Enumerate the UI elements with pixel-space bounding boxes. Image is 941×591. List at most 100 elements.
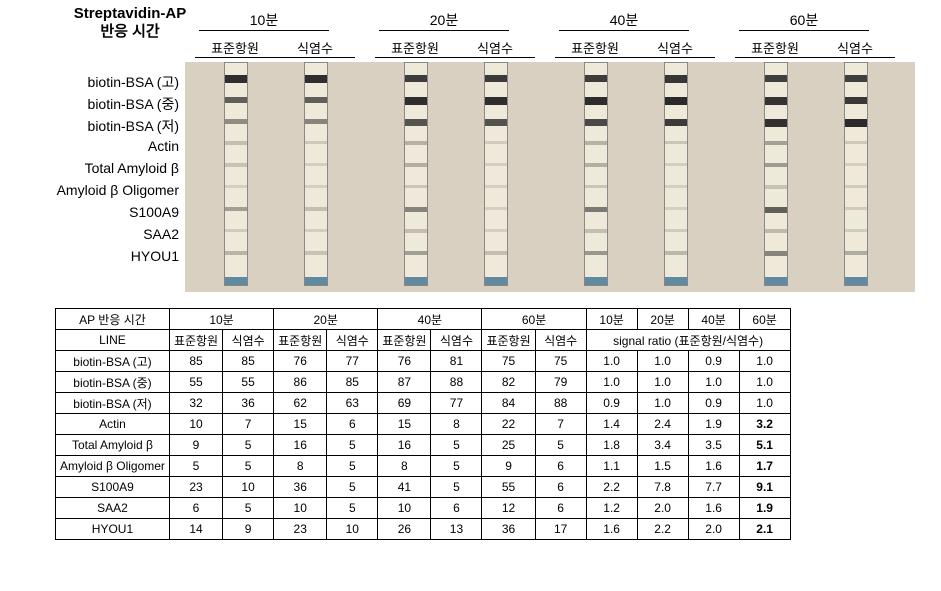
- strip-footer-3: [485, 277, 507, 285]
- band-2-0: [405, 75, 427, 82]
- band-4-4: [585, 163, 607, 167]
- band-4-6: [585, 207, 607, 212]
- band-4-2: [585, 119, 607, 126]
- ratio-0-3: 1.0: [739, 351, 790, 372]
- th-ratio-time-0: 10분: [586, 309, 637, 330]
- ratio-2-3: 1.0: [739, 393, 790, 414]
- row-name-5: Amyloid β Oligomer: [56, 456, 170, 477]
- cell-7-0: 6: [169, 498, 222, 519]
- band-6-0: [765, 75, 787, 82]
- cell-4-0: 9: [169, 435, 222, 456]
- band-7-3: [845, 141, 867, 144]
- cell-3-7: 7: [535, 414, 586, 435]
- cell-8-2: 23: [274, 519, 327, 540]
- band-2-4: [405, 163, 427, 167]
- row-name-8: HYOU1: [56, 519, 170, 540]
- cell-0-1: 85: [223, 351, 274, 372]
- cell-1-4: 87: [378, 372, 431, 393]
- cell-6-0: 23: [169, 477, 222, 498]
- strip-1: [304, 62, 328, 286]
- band-0-1: [225, 97, 247, 103]
- row-label-5: Amyloid β Oligomer: [14, 182, 179, 198]
- ratio-6-2: 7.7: [688, 477, 739, 498]
- th-sub-2-1: 식염수: [431, 330, 482, 351]
- ratio-6-0: 2.2: [586, 477, 637, 498]
- cell-1-5: 88: [431, 372, 482, 393]
- ratio-7-3: 1.9: [739, 498, 790, 519]
- ratio-4-0: 1.8: [586, 435, 637, 456]
- ratio-3-3: 3.2: [739, 414, 790, 435]
- row-name-2: biotin-BSA (저): [56, 393, 170, 414]
- cell-6-4: 41: [378, 477, 431, 498]
- cell-6-1: 10: [223, 477, 274, 498]
- streptavidin-label: Streptavidin-AP 반응 시간: [65, 5, 195, 41]
- cell-4-2: 16: [274, 435, 327, 456]
- ratio-4-1: 3.4: [637, 435, 688, 456]
- cell-5-4: 8: [378, 456, 431, 477]
- band-5-6: [665, 207, 687, 210]
- cell-0-5: 81: [431, 351, 482, 372]
- ratio-2-0: 0.9: [586, 393, 637, 414]
- cell-5-7: 6: [535, 456, 586, 477]
- cell-0-2: 76: [274, 351, 327, 372]
- ratio-8-1: 2.2: [637, 519, 688, 540]
- cell-2-5: 77: [431, 393, 482, 414]
- band-7-6: [845, 207, 867, 210]
- cell-7-6: 12: [482, 498, 535, 519]
- row-label-2: biotin-BSA (저): [14, 116, 179, 136]
- th-signal-ratio: signal ratio (표준항원/식염수): [586, 330, 790, 351]
- cell-3-6: 22: [482, 414, 535, 435]
- strip-7: [844, 62, 868, 286]
- ratio-0-2: 0.9: [688, 351, 739, 372]
- ratio-8-0: 1.6: [586, 519, 637, 540]
- cell-0-7: 75: [535, 351, 586, 372]
- band-2-3: [405, 141, 427, 145]
- cell-8-5: 13: [431, 519, 482, 540]
- th-time-3: 60분: [482, 309, 586, 330]
- band-3-5: [485, 185, 507, 188]
- band-3-0: [485, 75, 507, 82]
- band-3-3: [485, 141, 507, 144]
- th-time-1: 20분: [274, 309, 378, 330]
- th-sub-2-0: 표준항원: [378, 330, 431, 351]
- time-label-0: 10분: [184, 10, 344, 30]
- sub-label-6: 표준항원: [735, 38, 815, 58]
- band-1-4: [305, 163, 327, 166]
- ratio-7-0: 1.2: [586, 498, 637, 519]
- band-1-1: [305, 97, 327, 103]
- band-1-3: [305, 141, 327, 144]
- strip-2: [404, 62, 428, 286]
- ratio-3-1: 2.4: [637, 414, 688, 435]
- sub-label-1: 식염수: [275, 38, 355, 58]
- band-5-7: [665, 229, 687, 232]
- band-6-4: [765, 163, 787, 167]
- cell-2-1: 36: [223, 393, 274, 414]
- ratio-2-1: 1.0: [637, 393, 688, 414]
- th-ratio-time-1: 20분: [637, 309, 688, 330]
- row-name-7: SAA2: [56, 498, 170, 519]
- ratio-0-0: 1.0: [586, 351, 637, 372]
- band-4-8: [585, 251, 607, 255]
- cell-8-1: 9: [223, 519, 274, 540]
- th-sub-1-0: 표준항원: [274, 330, 327, 351]
- band-6-6: [765, 207, 787, 213]
- band-7-4: [845, 163, 867, 166]
- ratio-8-2: 2.0: [688, 519, 739, 540]
- streptavidin-text-1: Streptavidin-AP: [74, 5, 187, 22]
- sub-label-4: 표준항원: [555, 38, 635, 58]
- band-5-0: [665, 75, 687, 83]
- band-4-1: [585, 97, 607, 105]
- strip-footer-2: [405, 277, 427, 285]
- band-0-0: [225, 75, 247, 83]
- strip-5: [664, 62, 688, 286]
- th-ratio-time-2: 40분: [688, 309, 739, 330]
- cell-5-3: 5: [327, 456, 378, 477]
- row-name-6: S100A9: [56, 477, 170, 498]
- cell-1-3: 85: [327, 372, 378, 393]
- time-underline-2: [559, 30, 689, 31]
- cell-5-0: 5: [169, 456, 222, 477]
- ratio-0-1: 1.0: [637, 351, 688, 372]
- cell-7-5: 6: [431, 498, 482, 519]
- cell-4-1: 5: [223, 435, 274, 456]
- band-2-6: [405, 207, 427, 212]
